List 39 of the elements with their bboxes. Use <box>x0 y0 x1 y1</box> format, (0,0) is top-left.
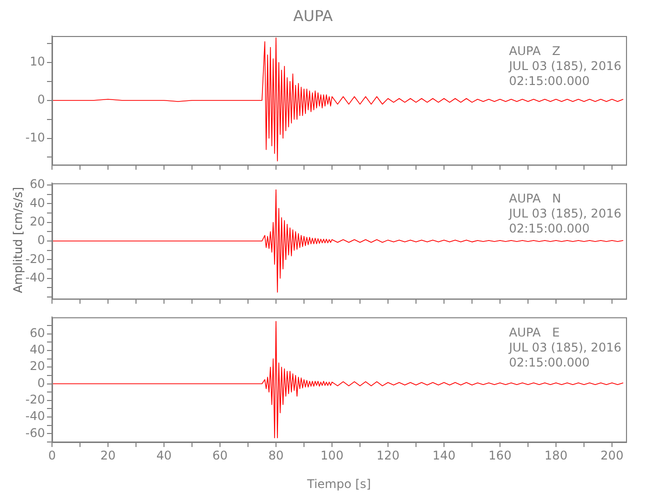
x-tick-label: 80 <box>268 448 284 462</box>
y-tick-label: 0 <box>37 92 45 107</box>
x-tick-label: 140 <box>432 448 456 462</box>
y-tick-label: -40 <box>25 270 45 284</box>
chart-title: AUPA <box>293 6 334 25</box>
y-tick-label: 20 <box>30 359 45 374</box>
y-tick-label: 40 <box>30 196 45 210</box>
y-tick-label: 40 <box>30 342 45 357</box>
x-tick-label: 200 <box>600 448 624 462</box>
y-tick-label: -20 <box>25 252 45 266</box>
annotation: AUPA N <box>509 191 562 206</box>
annotation: 02:15:00.000 <box>509 74 590 88</box>
x-tick-label: 20 <box>100 448 116 462</box>
y-tick-label: -10 <box>25 130 45 144</box>
y-tick-label: 0 <box>37 233 45 248</box>
x-tick-label: 60 <box>212 448 228 462</box>
annotation: AUPA Z <box>509 44 560 58</box>
x-tick-label: 0 <box>48 448 56 462</box>
y-tick-label: -20 <box>25 392 45 407</box>
x-tick-label: 100 <box>320 448 344 462</box>
x-tick-label: 160 <box>488 448 512 462</box>
annotation: 02:15:00.000 <box>509 355 590 370</box>
x-tick-label: 120 <box>376 448 400 462</box>
y-tick-label: -40 <box>25 409 45 424</box>
x-tick-label: 180 <box>544 448 568 462</box>
annotation: 02:15:00.000 <box>509 221 590 236</box>
y-axis-title: Amplitud [cm/s/s] <box>11 186 25 296</box>
annotation: JUL 03 (185), 2016 <box>508 206 622 220</box>
x-axis-title: Tiempo [s] <box>306 476 371 491</box>
annotation: JUL 03 (185), 2016 <box>508 340 622 354</box>
y-tick-label: 10 <box>30 54 45 69</box>
y-tick-label: -60 <box>25 426 45 440</box>
y-tick-label: 60 <box>30 326 45 340</box>
y-tick-label: 0 <box>37 376 45 390</box>
x-tick-label: 40 <box>156 448 172 462</box>
annotation: AUPA E <box>509 325 560 340</box>
annotation: JUL 03 (185), 2016 <box>508 59 622 74</box>
y-tick-label: 20 <box>30 214 45 228</box>
y-tick-label: 60 <box>30 177 45 192</box>
